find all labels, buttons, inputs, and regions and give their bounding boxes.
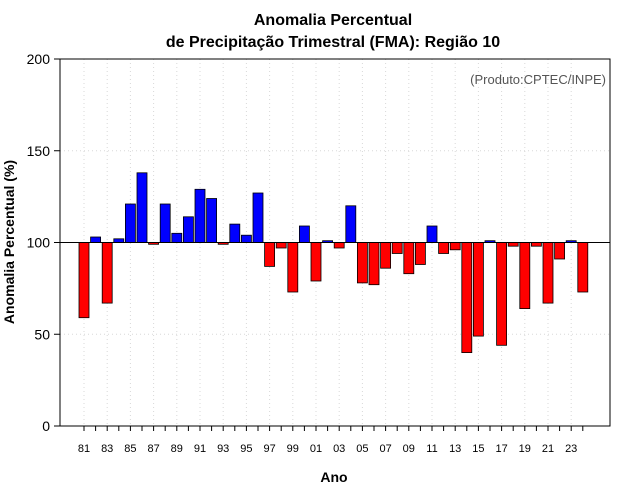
bar-99 bbox=[287, 242, 299, 293]
bar-21 bbox=[542, 242, 554, 304]
x-tick-label: 03 bbox=[333, 443, 345, 455]
bar-91 bbox=[194, 188, 206, 243]
x-tick-label: 01 bbox=[310, 443, 322, 455]
x-tick-label: 09 bbox=[403, 443, 415, 455]
bar-20 bbox=[531, 242, 542, 247]
bar-89 bbox=[171, 232, 183, 243]
x-tick-label: 13 bbox=[449, 443, 461, 455]
y-tick-label: 50 bbox=[34, 326, 50, 342]
y-tick-label: 200 bbox=[27, 51, 51, 67]
bar-04 bbox=[345, 205, 357, 243]
bar-88 bbox=[159, 203, 171, 243]
bar-95 bbox=[240, 234, 252, 243]
bar-81 bbox=[78, 242, 90, 319]
bar-90 bbox=[182, 216, 194, 243]
bar-98 bbox=[275, 242, 287, 249]
bars bbox=[78, 172, 589, 353]
bar-19 bbox=[519, 242, 531, 309]
bar-94 bbox=[229, 223, 241, 243]
bar-24 bbox=[577, 242, 589, 293]
bar-14 bbox=[461, 242, 473, 353]
bar-92 bbox=[206, 198, 218, 243]
x-tick-label: 93 bbox=[217, 443, 229, 455]
x-tick-label: 87 bbox=[147, 443, 159, 455]
y-axis: 0 50 100 150 200 bbox=[27, 51, 60, 434]
x-tick-label: 17 bbox=[495, 443, 507, 455]
x-tick-label: 89 bbox=[171, 443, 183, 455]
bar-82 bbox=[90, 236, 101, 243]
bar-96 bbox=[252, 192, 264, 243]
bar-18 bbox=[507, 242, 519, 247]
bar-12 bbox=[438, 242, 450, 254]
x-tick-label: 23 bbox=[565, 443, 577, 455]
x-tick-label: 95 bbox=[240, 443, 252, 455]
bar-13 bbox=[449, 242, 461, 251]
credit-text: (Produto:CPTEC/INPE) bbox=[470, 72, 606, 87]
x-tick-label: 83 bbox=[101, 443, 113, 455]
bar-01 bbox=[310, 242, 322, 282]
x-axis-title: Ano bbox=[320, 469, 347, 485]
bar-03 bbox=[333, 242, 345, 249]
y-tick-label: 0 bbox=[42, 418, 50, 434]
y-tick-label: 100 bbox=[27, 235, 51, 251]
chart-title-line2: de Precipitação Trimestral (FMA): Região… bbox=[166, 34, 500, 51]
bar-11 bbox=[426, 225, 438, 243]
x-tick-label: 97 bbox=[263, 443, 275, 455]
x-axis: 81 83 85 87 89 91 93 95 97 99 01 03 05 07 09 11 13 15 17 19… bbox=[78, 426, 584, 455]
chart-title-line1: Anomalia Percentual bbox=[254, 12, 412, 29]
bar-05 bbox=[356, 242, 368, 284]
bar-15 bbox=[472, 242, 484, 337]
bar-10 bbox=[414, 242, 426, 265]
bar-09 bbox=[403, 242, 415, 275]
x-tick-label: 11 bbox=[426, 443, 437, 455]
bar-97 bbox=[264, 242, 276, 267]
x-tick-label: 19 bbox=[519, 443, 531, 455]
x-tick-label: 21 bbox=[542, 443, 554, 455]
x-tick-label: 85 bbox=[124, 443, 136, 455]
bar-06 bbox=[368, 242, 380, 286]
bar-17 bbox=[496, 242, 508, 346]
bar-22 bbox=[554, 242, 565, 260]
x-tick-label: 99 bbox=[287, 443, 299, 455]
x-tick-label: 05 bbox=[356, 443, 368, 455]
bar-08 bbox=[391, 242, 403, 254]
bar-83 bbox=[101, 242, 113, 304]
bar-85 bbox=[125, 203, 136, 243]
x-tick-label: 07 bbox=[379, 443, 391, 455]
y-axis-title: Anomalia Percentual (%) bbox=[1, 160, 17, 324]
bar-07 bbox=[380, 242, 392, 269]
bar-86 bbox=[136, 172, 148, 243]
y-tick-label: 150 bbox=[27, 143, 51, 159]
bar-00 bbox=[298, 225, 310, 243]
x-tick-label: 81 bbox=[78, 443, 90, 455]
x-tick-label: 15 bbox=[472, 443, 484, 455]
bar-84 bbox=[113, 238, 125, 243]
x-tick-label: 91 bbox=[194, 443, 206, 455]
